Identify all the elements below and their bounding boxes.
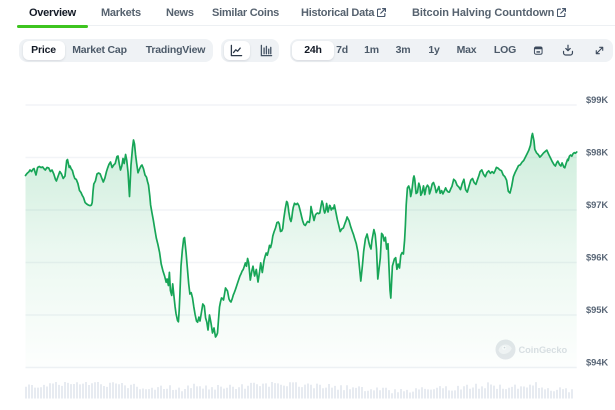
svg-text:$94K: $94K [586,357,608,368]
svg-text:$96K: $96K [586,252,608,263]
svg-text:$97K: $97K [586,199,608,210]
svg-text:$98K: $98K [586,147,608,158]
svg-text:$99K: $99K [586,94,608,105]
svg-text:$95K: $95K [586,304,608,315]
